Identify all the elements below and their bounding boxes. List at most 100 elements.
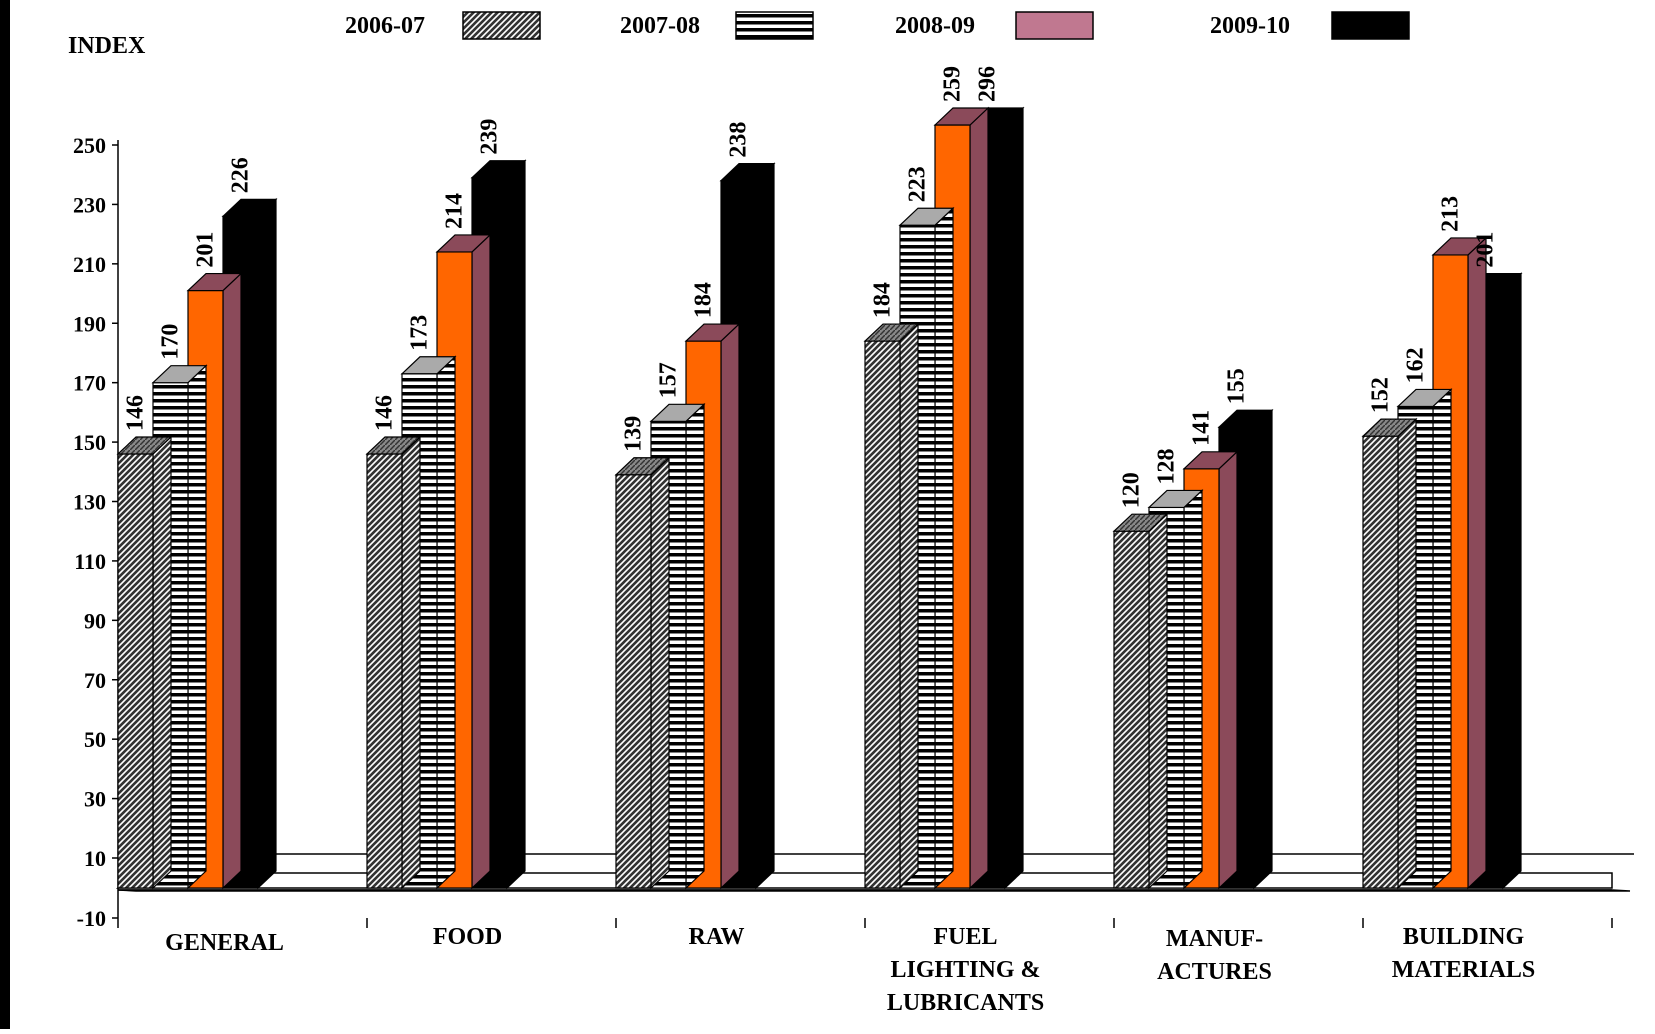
data-label: 120 bbox=[1119, 472, 1145, 508]
bar-side bbox=[720, 322, 740, 890]
bar bbox=[864, 340, 901, 889]
bar-top bbox=[614, 457, 671, 476]
data-label: 223 bbox=[905, 166, 931, 202]
bar-group bbox=[1112, 408, 1274, 890]
x-category-label-line: FUEL bbox=[933, 924, 997, 950]
bar-top bbox=[116, 436, 173, 455]
legend-item: 2007-08 bbox=[620, 11, 814, 40]
bar-side bbox=[685, 402, 705, 890]
legend-label: 2008-09 bbox=[895, 13, 975, 39]
bar bbox=[1113, 530, 1150, 889]
y-tick-label: 250 bbox=[73, 133, 106, 158]
bar-top bbox=[1361, 418, 1418, 437]
y-axis-title: INDEX bbox=[68, 33, 146, 59]
bar-side bbox=[934, 206, 954, 890]
x-category-label-line: MATERIALS bbox=[1392, 957, 1536, 983]
bar-side bbox=[187, 364, 207, 890]
bars: 146 170 201 226 146 173 214 239 139 157 184 238 184 2… bbox=[116, 66, 1523, 890]
bar-side bbox=[1397, 417, 1417, 890]
data-label: 184 bbox=[870, 282, 896, 318]
bar-side bbox=[471, 233, 491, 890]
bar-group bbox=[1361, 236, 1523, 890]
y-tick-label: 170 bbox=[73, 371, 106, 396]
x-category-label-line: ACTURES bbox=[1157, 959, 1272, 985]
bar-side bbox=[152, 435, 172, 890]
x-category-label: FUEL LIGHTING & LUBRICANTS bbox=[887, 924, 1044, 1016]
x-category-label-line: RAW bbox=[688, 924, 744, 950]
legend-label: 2009-10 bbox=[1210, 13, 1290, 39]
data-label: 155 bbox=[1224, 368, 1250, 404]
bar-side bbox=[650, 456, 670, 890]
bar-side bbox=[401, 435, 421, 890]
y-tick-label: 190 bbox=[73, 311, 106, 336]
legend: 2006-07 2007-08 2008-09 2009-10 bbox=[345, 11, 1410, 40]
data-label: 128 bbox=[1154, 448, 1180, 484]
x-category-label: RAW bbox=[688, 924, 744, 950]
legend-swatch bbox=[735, 11, 814, 40]
x-axis: GENERAL FOOD RAW FUEL LIGHTING & LUBRICANTS MA… bbox=[117, 918, 1613, 1016]
x-category-label: BUILDING MATERIALS bbox=[1392, 924, 1536, 983]
bar-side bbox=[257, 197, 277, 890]
bar-top bbox=[470, 160, 527, 179]
bar-top bbox=[151, 365, 208, 384]
bar-top bbox=[186, 272, 243, 292]
legend-swatch bbox=[1331, 11, 1410, 40]
bar-side bbox=[755, 162, 775, 890]
left-border bbox=[0, 0, 10, 1029]
bar-top bbox=[1182, 451, 1239, 470]
bar-side bbox=[436, 355, 456, 890]
x-category-label-line: MANUF- bbox=[1166, 926, 1263, 952]
bar-side bbox=[1502, 272, 1522, 890]
bar-top bbox=[863, 323, 920, 342]
data-label: 152 bbox=[1368, 377, 1394, 413]
y-axis: -10 10 30 50 70 90 110 130 150 170 190 210 230 250 bbox=[73, 133, 119, 931]
legend-item: 2009-10 bbox=[1210, 11, 1410, 40]
bar-side bbox=[1432, 388, 1452, 890]
x-category-label-line: LIGHTING & bbox=[890, 957, 1040, 983]
x-category-label-line: BUILDING bbox=[1403, 924, 1525, 950]
bar-side bbox=[1218, 450, 1238, 890]
y-tick-label: 70 bbox=[84, 668, 106, 693]
bar-side bbox=[1253, 408, 1273, 890]
bar bbox=[615, 474, 652, 889]
x-category-label-line: GENERAL bbox=[165, 930, 284, 956]
data-label: 162 bbox=[1403, 347, 1429, 383]
legend-item: 2006-07 bbox=[345, 11, 541, 40]
y-tick-label: 30 bbox=[84, 787, 106, 812]
bar-side bbox=[506, 159, 526, 890]
bar-side bbox=[899, 322, 919, 890]
data-label: 259 bbox=[940, 66, 966, 102]
bar-top bbox=[933, 107, 990, 126]
bar-group bbox=[365, 159, 527, 890]
x-category-label-line: FOOD bbox=[433, 924, 502, 950]
data-label: 157 bbox=[656, 362, 682, 398]
data-label: 170 bbox=[158, 324, 184, 360]
y-tick-label: 130 bbox=[73, 490, 106, 515]
bar-top bbox=[649, 403, 706, 422]
bar bbox=[366, 453, 403, 889]
data-label: 201 bbox=[193, 232, 219, 268]
bar-top bbox=[365, 436, 422, 455]
bar bbox=[117, 453, 154, 889]
bar-side bbox=[1004, 106, 1024, 890]
data-label: 238 bbox=[726, 122, 752, 158]
legend-swatch bbox=[462, 11, 541, 40]
bar-top bbox=[1396, 388, 1453, 408]
data-label: 296 bbox=[975, 66, 1001, 102]
data-label: 139 bbox=[621, 416, 647, 452]
x-category-label: MANUF- ACTURES bbox=[1157, 926, 1272, 985]
bar-top bbox=[1431, 237, 1488, 256]
bar-side bbox=[969, 106, 989, 890]
x-category-label: FOOD bbox=[433, 924, 502, 950]
data-label: 239 bbox=[477, 119, 503, 155]
data-label: 226 bbox=[228, 157, 254, 193]
bar-side bbox=[1467, 236, 1487, 890]
data-label: 146 bbox=[372, 395, 398, 431]
bar-top bbox=[1147, 489, 1204, 509]
y-tick-label: 230 bbox=[73, 192, 106, 217]
y-tick-label: 210 bbox=[73, 252, 106, 277]
bar-top bbox=[1112, 513, 1169, 532]
y-tick-label: 10 bbox=[84, 846, 106, 871]
